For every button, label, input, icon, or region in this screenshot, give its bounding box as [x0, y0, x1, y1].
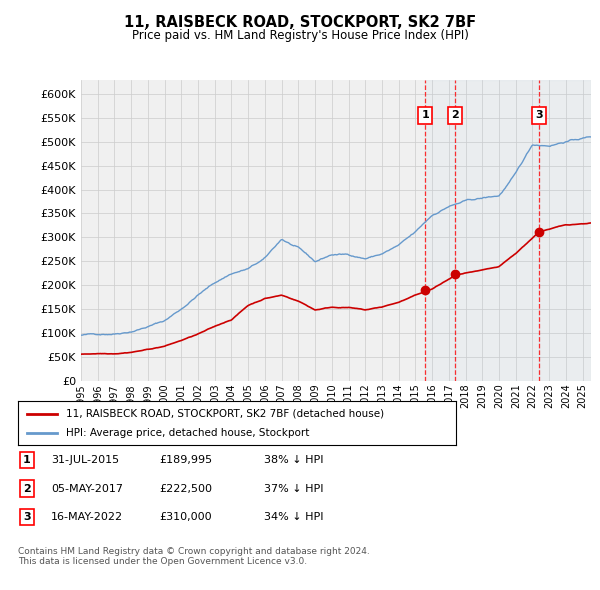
Text: Price paid vs. HM Land Registry's House Price Index (HPI): Price paid vs. HM Land Registry's House …	[131, 30, 469, 42]
Text: 1: 1	[23, 455, 31, 465]
Text: 38% ↓ HPI: 38% ↓ HPI	[264, 455, 323, 465]
Text: 3: 3	[23, 512, 31, 522]
Bar	[425, 80, 455, 381]
Bar	[455, 80, 539, 381]
Text: 31-JUL-2015: 31-JUL-2015	[51, 455, 119, 465]
Text: 16-MAY-2022: 16-MAY-2022	[51, 512, 123, 522]
Text: 2: 2	[23, 484, 31, 493]
Text: Contains HM Land Registry data © Crown copyright and database right 2024.: Contains HM Land Registry data © Crown c…	[18, 547, 370, 556]
Text: 2: 2	[451, 110, 458, 120]
Bar	[539, 80, 591, 381]
Text: 3: 3	[535, 110, 542, 120]
Text: 34% ↓ HPI: 34% ↓ HPI	[264, 512, 323, 522]
Text: 1: 1	[421, 110, 429, 120]
Text: £222,500: £222,500	[159, 484, 212, 493]
Text: HPI: Average price, detached house, Stockport: HPI: Average price, detached house, Stoc…	[66, 428, 310, 438]
Text: 11, RAISBECK ROAD, STOCKPORT, SK2 7BF: 11, RAISBECK ROAD, STOCKPORT, SK2 7BF	[124, 15, 476, 30]
Text: 05-MAY-2017: 05-MAY-2017	[51, 484, 123, 493]
Text: £189,995: £189,995	[159, 455, 212, 465]
Text: £310,000: £310,000	[159, 512, 212, 522]
Text: 11, RAISBECK ROAD, STOCKPORT, SK2 7BF (detached house): 11, RAISBECK ROAD, STOCKPORT, SK2 7BF (d…	[66, 409, 385, 418]
Text: This data is licensed under the Open Government Licence v3.0.: This data is licensed under the Open Gov…	[18, 558, 307, 566]
Text: 37% ↓ HPI: 37% ↓ HPI	[264, 484, 323, 493]
